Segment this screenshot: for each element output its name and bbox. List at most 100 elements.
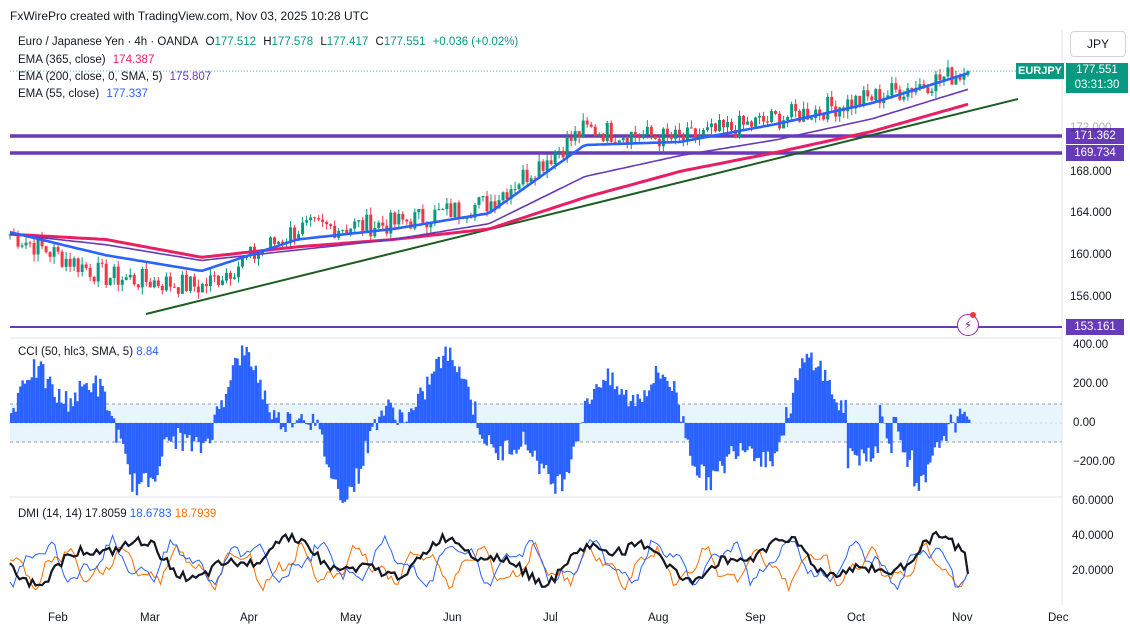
cci-bar xyxy=(958,408,962,423)
cci-bar xyxy=(428,384,431,423)
cci-bar xyxy=(865,423,868,462)
cci-bar xyxy=(60,402,63,423)
cci-bar xyxy=(32,359,36,423)
candle-body xyxy=(208,275,212,287)
low-value: 177.417 xyxy=(326,36,369,48)
cci-bar xyxy=(695,423,699,476)
cci-bar xyxy=(567,423,571,474)
dmi-legend[interactable]: DMI (14, 14) 17.8059 18.6783 18.7939 xyxy=(18,508,216,520)
candle-body xyxy=(930,91,934,94)
cci-bar xyxy=(71,406,75,423)
cci-bar xyxy=(236,358,239,423)
candle-body xyxy=(120,279,124,285)
cci-bar xyxy=(448,347,452,423)
ema200-legend[interactable]: EMA (200, close, 0, SMA, 5) 175.807 xyxy=(18,71,215,83)
cci-bar xyxy=(643,390,646,423)
cci-bar xyxy=(26,380,29,423)
symbol-legend[interactable]: Euro / Japanese Yen · 4h · OANDA O177.51… xyxy=(18,36,522,48)
candle-body xyxy=(637,136,641,139)
cci-bar xyxy=(394,419,397,423)
cci-bar xyxy=(483,423,486,444)
cci-bar xyxy=(485,423,488,446)
cci-bar xyxy=(202,423,205,444)
dmi-tick: 40.0000 xyxy=(1072,530,1114,542)
time-tick: Aug xyxy=(648,612,669,624)
cci-bar xyxy=(151,423,155,480)
cci-histogram xyxy=(10,345,971,503)
cci-bar xyxy=(238,365,242,423)
candle-body xyxy=(585,120,589,125)
cci-bar xyxy=(968,419,971,423)
trendline[interactable] xyxy=(145,98,1019,315)
candle-body xyxy=(693,128,697,139)
candle-body xyxy=(938,74,942,80)
cci-bar xyxy=(759,423,763,467)
cci-bar xyxy=(627,406,630,423)
candle-body xyxy=(954,76,958,85)
dmi-plus-line xyxy=(9,533,969,591)
cci-bar xyxy=(167,423,171,441)
cci-tick: 400.00 xyxy=(1073,339,1109,351)
cci-bar xyxy=(295,420,299,423)
cci-bar xyxy=(810,352,813,423)
cci-bar xyxy=(464,379,468,423)
cci-bar xyxy=(76,401,79,423)
cci-bar xyxy=(103,391,107,423)
cci-bar xyxy=(92,383,95,423)
cci-bar xyxy=(494,423,498,454)
cci-bar xyxy=(894,417,898,423)
candle-body xyxy=(48,252,52,257)
cci-bar xyxy=(416,393,420,423)
candle-body xyxy=(962,74,966,80)
cci-bar xyxy=(247,352,251,423)
cci-bar xyxy=(14,411,17,423)
candle-body xyxy=(220,280,224,285)
cci-bar xyxy=(229,380,232,423)
candle-body xyxy=(810,117,814,120)
candle-body xyxy=(738,115,742,138)
symbol-title: Euro / Japanese Yen · 4h · OANDA xyxy=(18,36,199,48)
cci-bar xyxy=(231,365,235,423)
cci-bar xyxy=(131,423,134,492)
cci-bar xyxy=(602,379,605,423)
candle-body xyxy=(625,138,629,145)
candle-body xyxy=(790,104,794,118)
cci-bar xyxy=(634,406,637,423)
candle-body xyxy=(709,123,713,128)
close-value: 177.551 xyxy=(383,36,426,48)
candle-body xyxy=(593,126,597,136)
ema55-value: 177.337 xyxy=(106,88,148,100)
cci-bar xyxy=(654,365,658,423)
cci-bar xyxy=(615,386,619,423)
cci-bar xyxy=(28,380,31,423)
cci-bar xyxy=(913,423,916,487)
cci-bar xyxy=(35,377,38,423)
cci-bar xyxy=(307,423,310,425)
close-label: C xyxy=(375,36,384,48)
cci-bar xyxy=(910,423,914,451)
cci-legend[interactable]: CCI (50, hlc3, SMA, 5) 8.84 xyxy=(18,346,159,358)
lightning-icon[interactable]: ⚡ xyxy=(957,314,979,336)
cci-bar xyxy=(218,408,221,423)
cci-bar xyxy=(407,412,411,423)
cci-bar xyxy=(224,393,228,423)
candle-body xyxy=(754,117,758,127)
cci-bar xyxy=(304,423,308,425)
cci-bar xyxy=(44,388,47,423)
change-value: +0.036 (+0.02%) xyxy=(432,36,519,48)
ema55-legend[interactable]: EMA (55, close) 177.337 xyxy=(18,88,152,100)
cci-bar xyxy=(197,423,200,442)
currency-button[interactable]: JPY xyxy=(1070,31,1126,57)
cci-bar xyxy=(798,368,802,423)
candle-body xyxy=(64,258,68,267)
high-label: H xyxy=(263,36,272,48)
candle-body xyxy=(617,140,621,143)
cci-bar xyxy=(16,392,20,423)
cci-bar xyxy=(711,423,715,471)
cci-bar xyxy=(817,366,820,423)
cci-bar xyxy=(785,407,788,423)
ema365-legend[interactable]: EMA (365, close) 174.387 xyxy=(18,54,158,66)
candle-body xyxy=(866,90,870,97)
candle-body xyxy=(164,276,168,291)
